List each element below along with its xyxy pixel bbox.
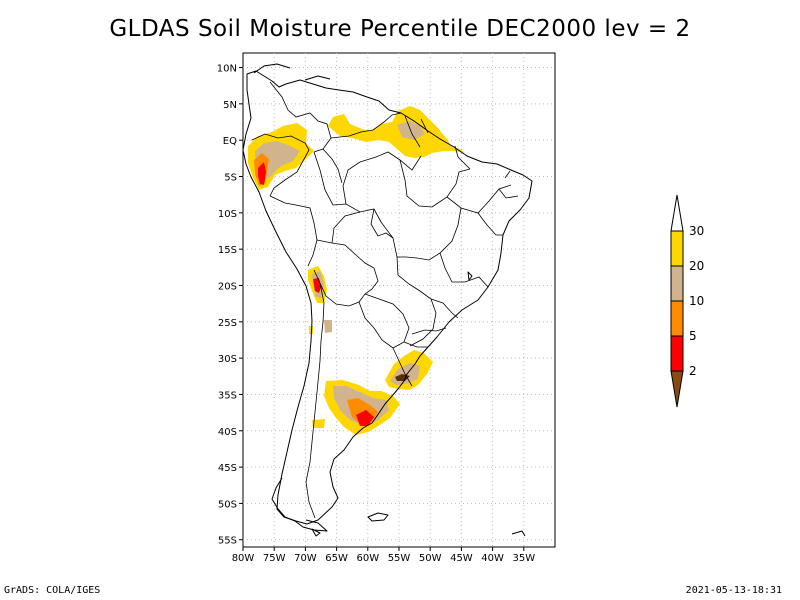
x-axis: 80W 75W 70W 65W 60W 55W 50W 45W 40W 35W bbox=[232, 547, 535, 564]
legend-label-2: 2 bbox=[689, 364, 697, 378]
legend-label-30: 30 bbox=[689, 224, 704, 238]
y-tick-label: 30S bbox=[218, 354, 237, 365]
shade-guiana-yellow bbox=[328, 106, 465, 158]
y-tick-label: 50S bbox=[218, 499, 237, 510]
x-tick-label: 70W bbox=[294, 553, 317, 564]
y-tick-label: 40S bbox=[218, 427, 237, 438]
shade-ecuador-red bbox=[258, 162, 266, 185]
legend-swatch-20-30 bbox=[670, 230, 684, 267]
x-tick-label: 50W bbox=[419, 553, 442, 564]
legend-label-5: 5 bbox=[689, 329, 697, 343]
legend-swatch-below-2 bbox=[670, 370, 684, 408]
legend-swatch-2-5 bbox=[670, 335, 684, 372]
y-tick-label: 25S bbox=[218, 318, 237, 329]
legend-swatch-above-30 bbox=[670, 194, 684, 232]
shade-andes-small bbox=[324, 320, 332, 333]
coastline bbox=[242, 63, 533, 537]
y-tick-label: 20S bbox=[218, 281, 237, 292]
x-tick-label: 75W bbox=[263, 553, 286, 564]
y-axis: 10N 5N EQ 5S 10S 15S 20S 25S 30S 35S 40S 45S 50S 55S bbox=[217, 64, 243, 547]
map-title: GLDAS Soil Moisture Percentile DEC2000 l… bbox=[109, 16, 691, 42]
y-tick-label: 35S bbox=[218, 390, 237, 401]
x-tick-label: 35W bbox=[512, 553, 535, 564]
footer-credit: GrADS: COLA/IGES bbox=[4, 585, 101, 596]
x-tick-label: 55W bbox=[388, 553, 411, 564]
y-tick-label: 5N bbox=[223, 100, 237, 111]
y-tick-label: 5S bbox=[224, 173, 237, 184]
legend-label-20: 20 bbox=[689, 259, 704, 273]
y-tick-label: 15S bbox=[218, 245, 237, 256]
legend-colorbar: 30 20 10 5 2 bbox=[670, 194, 704, 408]
gridlines bbox=[243, 53, 555, 547]
x-tick-label: 45W bbox=[450, 553, 473, 564]
country-borders bbox=[251, 81, 519, 519]
legend-swatch-5-10 bbox=[670, 300, 684, 337]
x-tick-label: 65W bbox=[325, 553, 348, 564]
y-tick-label: 45S bbox=[218, 463, 237, 474]
x-tick-label: 80W bbox=[232, 553, 255, 564]
y-tick-label: 10N bbox=[217, 64, 237, 75]
legend-swatch-10-20 bbox=[670, 265, 684, 302]
legend-label-10: 10 bbox=[689, 294, 704, 308]
x-tick-label: 60W bbox=[356, 553, 379, 564]
y-tick-label: 10S bbox=[218, 209, 237, 220]
x-tick-label: 40W bbox=[481, 553, 504, 564]
footer-timestamp: 2021-05-13-18:31 bbox=[685, 585, 782, 596]
shade-patagonia-dot bbox=[312, 419, 325, 428]
percentile-shading bbox=[248, 106, 465, 435]
y-tick-label: EQ bbox=[223, 136, 237, 147]
y-tick-label: 55S bbox=[218, 536, 237, 547]
shade-pampas-red bbox=[356, 410, 374, 426]
